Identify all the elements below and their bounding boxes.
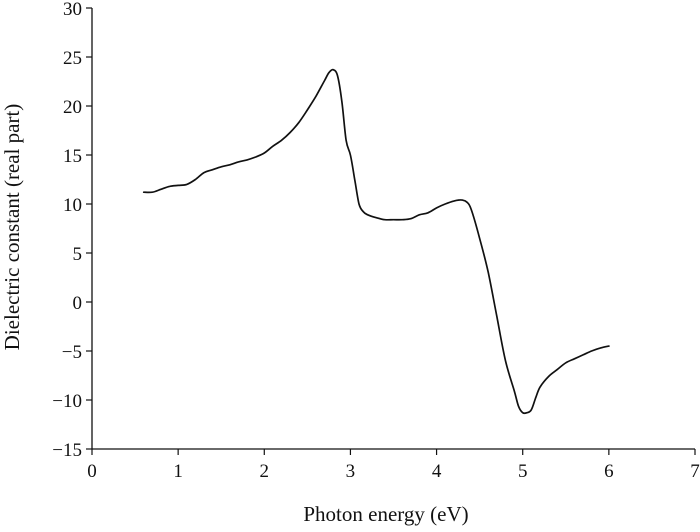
series-layer <box>142 68 610 415</box>
x-tick-label: 1 <box>173 461 183 482</box>
y-tick-label: −5 <box>62 342 82 363</box>
axes <box>91 8 695 450</box>
y-tick-label: 0 <box>73 293 83 314</box>
x-axis-title: Photon energy (eV) <box>303 502 468 526</box>
x-tick-label: 5 <box>518 461 528 482</box>
x-tick-label: 6 <box>604 461 614 482</box>
ticks: 0 1 2 3 4 5 6 7 −15 −10 −5 0 5 10 15 20 25 30 <box>52 0 699 482</box>
x-tick-label: 3 <box>346 461 356 482</box>
y-tick-label: 20 <box>63 97 82 118</box>
y-tick-label: 10 <box>63 195 82 216</box>
x-tick-label: 7 <box>690 461 700 482</box>
x-tick-label: 2 <box>260 461 270 482</box>
series-line <box>142 68 610 415</box>
y-tick-label: 5 <box>73 244 83 265</box>
x-tick-label: 4 <box>432 461 442 482</box>
y-tick-label: 15 <box>63 146 82 167</box>
y-tick-label: −10 <box>52 391 82 412</box>
y-tick-label: 30 <box>63 0 82 20</box>
y-tick-label: 25 <box>63 48 82 69</box>
y-axis-title: Dielectric constant (real part) <box>0 104 24 351</box>
x-tick-label: 0 <box>87 461 97 482</box>
y-tick-label: −15 <box>52 440 82 461</box>
